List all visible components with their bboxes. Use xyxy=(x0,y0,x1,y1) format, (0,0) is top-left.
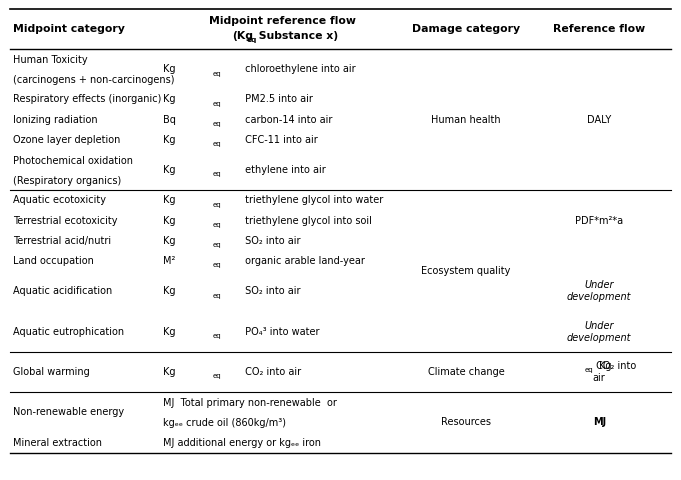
Text: Kg: Kg xyxy=(163,64,175,74)
Text: Terrestrial ecotoxicity: Terrestrial ecotoxicity xyxy=(13,216,117,226)
Text: Climate change: Climate change xyxy=(428,367,505,377)
Text: Under: Under xyxy=(584,280,614,290)
Text: MJ: MJ xyxy=(592,418,606,427)
Text: eq: eq xyxy=(212,71,221,76)
Text: Kg: Kg xyxy=(163,135,175,145)
Text: Aquatic eutrophication: Aquatic eutrophication xyxy=(13,326,124,336)
Text: Midpoint category: Midpoint category xyxy=(13,24,125,34)
Text: (carcinogens + non-carcinogens): (carcinogens + non-carcinogens) xyxy=(13,75,174,85)
Text: CFC-11 into air: CFC-11 into air xyxy=(242,135,318,145)
Text: CO₂ into air: CO₂ into air xyxy=(242,367,301,377)
Text: triethylene glycol into water: triethylene glycol into water xyxy=(242,195,383,205)
Text: Ozone layer depletion: Ozone layer depletion xyxy=(13,135,121,145)
Text: eq: eq xyxy=(212,222,221,228)
Text: M²: M² xyxy=(163,256,175,266)
Text: PO₄³ into water: PO₄³ into water xyxy=(242,326,319,336)
Text: Terrestrial acid/nutri: Terrestrial acid/nutri xyxy=(13,236,111,246)
Text: (Kg: (Kg xyxy=(232,31,253,41)
Text: Bq: Bq xyxy=(163,115,176,125)
Text: MJ  Total primary non-renewable  or: MJ Total primary non-renewable or xyxy=(163,398,336,408)
Text: Midpoint reference flow: Midpoint reference flow xyxy=(210,16,356,26)
Text: Kg: Kg xyxy=(163,95,175,104)
Text: Land occupation: Land occupation xyxy=(13,256,94,266)
Text: Kg: Kg xyxy=(163,195,175,205)
Text: air: air xyxy=(593,373,605,383)
Text: SO₂ into air: SO₂ into air xyxy=(242,286,300,296)
Text: Ionizing radiation: Ionizing radiation xyxy=(13,115,97,125)
Text: Mineral extraction: Mineral extraction xyxy=(13,438,102,448)
Text: PDF*m²*a: PDF*m²*a xyxy=(575,216,623,226)
Text: eq: eq xyxy=(584,367,593,373)
Text: eq: eq xyxy=(212,263,221,268)
Text: Human health: Human health xyxy=(431,115,501,125)
Text: CO₂ into: CO₂ into xyxy=(593,361,636,371)
Text: Kg: Kg xyxy=(163,165,175,175)
Text: Human Toxicity: Human Toxicity xyxy=(13,55,88,65)
Text: development: development xyxy=(567,333,631,343)
Text: Ecosystem quality: Ecosystem quality xyxy=(422,266,511,276)
Text: Global warming: Global warming xyxy=(13,367,90,377)
Text: Respiratory effects (inorganic): Respiratory effects (inorganic) xyxy=(13,95,161,104)
Text: eq: eq xyxy=(212,373,221,379)
Text: (Respiratory organics): (Respiratory organics) xyxy=(13,176,121,186)
Text: eq: eq xyxy=(212,202,221,208)
Text: Kg: Kg xyxy=(163,286,175,296)
Text: Photochemical oxidation: Photochemical oxidation xyxy=(13,156,133,166)
Text: eq: eq xyxy=(212,333,221,339)
Text: organic arable land-year: organic arable land-year xyxy=(242,256,365,266)
Text: Non-renewable energy: Non-renewable energy xyxy=(13,408,124,417)
Text: eq: eq xyxy=(212,293,221,299)
Text: triethylene glycol into soil: triethylene glycol into soil xyxy=(242,216,372,226)
Text: DALY: DALY xyxy=(587,115,612,125)
Text: Aquatic ecotoxicity: Aquatic ecotoxicity xyxy=(13,195,106,205)
Text: Damage category: Damage category xyxy=(412,24,520,34)
Text: eq: eq xyxy=(212,121,221,127)
Text: eq: eq xyxy=(212,141,221,147)
Text: Resources: Resources xyxy=(441,418,491,427)
Text: Kg: Kg xyxy=(163,216,175,226)
Text: Kg: Kg xyxy=(163,236,175,246)
Text: Kg: Kg xyxy=(163,367,175,377)
Text: chloroethylene into air: chloroethylene into air xyxy=(242,64,355,74)
Text: MJ additional energy or kgₑₑ iron: MJ additional energy or kgₑₑ iron xyxy=(163,438,321,448)
Text: eq: eq xyxy=(212,242,221,248)
Text: eq: eq xyxy=(247,37,257,44)
Text: Substance x): Substance x) xyxy=(255,31,338,41)
Text: eq: eq xyxy=(212,101,221,107)
Text: Under: Under xyxy=(584,321,614,331)
Text: Reference flow: Reference flow xyxy=(553,24,646,34)
Text: kgₑₑ crude oil (860kg/m³): kgₑₑ crude oil (860kg/m³) xyxy=(163,419,286,429)
Text: Aquatic acidification: Aquatic acidification xyxy=(13,286,112,296)
Text: Kg: Kg xyxy=(163,326,175,336)
Text: Kg: Kg xyxy=(599,361,612,371)
Text: ethylene into air: ethylene into air xyxy=(242,165,326,175)
Text: PM2.5 into air: PM2.5 into air xyxy=(242,95,313,104)
Text: SO₂ into air: SO₂ into air xyxy=(242,236,300,246)
Text: eq: eq xyxy=(212,171,221,178)
Text: carbon-14 into air: carbon-14 into air xyxy=(242,115,332,125)
Text: development: development xyxy=(567,292,631,302)
